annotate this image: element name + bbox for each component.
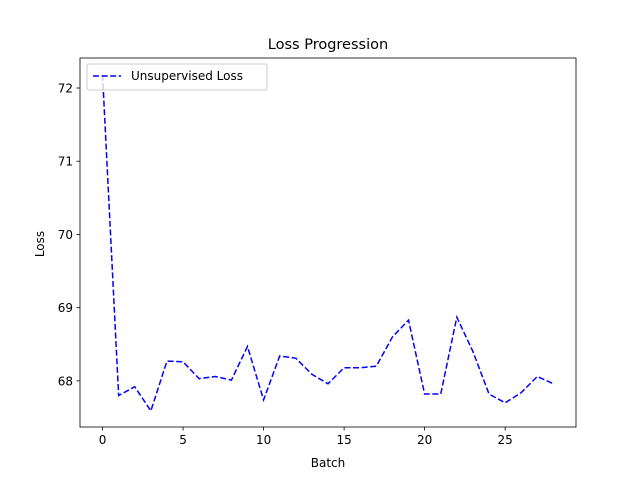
legend-label-unsupervised-loss: Unsupervised Loss xyxy=(131,69,243,83)
x-tick-label: 10 xyxy=(256,433,271,447)
x-tick-label: 25 xyxy=(498,433,513,447)
x-axis-title: Batch xyxy=(311,456,346,470)
y-tick-label: 69 xyxy=(58,301,73,315)
x-tick-label: 5 xyxy=(179,433,187,447)
x-tick-label: 0 xyxy=(99,433,107,447)
series-line-unsupervised-loss xyxy=(101,74,554,413)
x-tick-label: 20 xyxy=(417,433,432,447)
y-tick-label: 70 xyxy=(58,228,73,242)
chart-title: Loss Progression xyxy=(268,37,388,53)
x-tick-label: 15 xyxy=(336,433,351,447)
y-axis: 68 69 70 71 72 xyxy=(58,82,80,388)
y-tick-label: 68 xyxy=(58,374,73,388)
legend-box xyxy=(86,63,268,91)
x-axis: 0 5 10 15 20 25 xyxy=(99,427,513,447)
legend: Unsupervised Loss xyxy=(86,63,268,91)
y-axis-title: Loss xyxy=(33,231,47,257)
plot-frame xyxy=(79,57,577,428)
y-tick-label: 71 xyxy=(58,155,73,169)
series-layer xyxy=(101,74,554,413)
plot-area xyxy=(79,57,577,428)
y-tick-label: 72 xyxy=(58,82,73,96)
